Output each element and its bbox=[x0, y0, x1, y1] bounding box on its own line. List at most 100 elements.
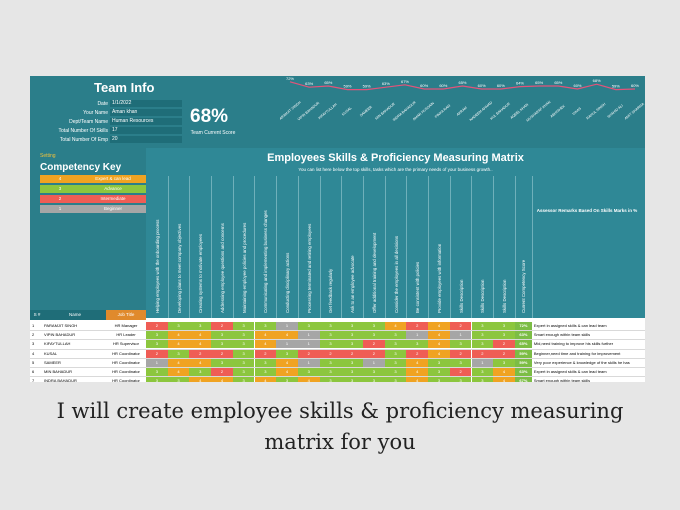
skill-score-cell[interactable]: 3 bbox=[211, 358, 234, 367]
skill-score-cell[interactable]: 3 bbox=[167, 377, 191, 382]
skill-score-cell[interactable]: 3 bbox=[363, 377, 386, 382]
skill-score-cell[interactable]: 4 bbox=[428, 331, 451, 340]
skill-score-cell[interactable]: 1 bbox=[276, 322, 299, 330]
skill-score-cell[interactable]: 2 bbox=[471, 349, 495, 358]
skill-score-cell[interactable]: 2 bbox=[211, 349, 234, 358]
skill-score-cell[interactable]: 3 bbox=[167, 322, 191, 330]
skill-score-cell[interactable]: 2 bbox=[146, 349, 169, 358]
skill-score-cell[interactable]: 3 bbox=[319, 340, 343, 349]
skill-score-cell[interactable]: 3 bbox=[449, 358, 473, 367]
skill-score-cell[interactable]: 3 bbox=[428, 358, 451, 367]
skill-score-cell[interactable]: 4 bbox=[406, 377, 430, 382]
skill-score-cell[interactable]: 3 bbox=[297, 322, 321, 330]
skill-score-cell[interactable]: 3 bbox=[363, 368, 386, 376]
skill-score-cell[interactable]: 3 bbox=[146, 331, 169, 340]
skill-score-cell[interactable]: 4 bbox=[189, 377, 213, 382]
skill-score-cell[interactable]: 2 bbox=[449, 349, 473, 358]
skill-score-cell[interactable]: 2 bbox=[189, 349, 213, 358]
skill-score-cell[interactable]: 3 bbox=[319, 377, 343, 382]
skill-score-cell[interactable]: 3 bbox=[254, 322, 278, 330]
skill-score-cell[interactable]: 2 bbox=[493, 340, 516, 349]
skill-score-cell[interactable]: 3 bbox=[471, 322, 495, 330]
skill-score-cell[interactable]: 4 bbox=[384, 322, 408, 330]
team-info-field-value[interactable]: 17 bbox=[110, 127, 182, 134]
skill-score-cell[interactable]: 3 bbox=[384, 377, 408, 382]
skill-score-cell[interactable]: 2 bbox=[297, 349, 321, 358]
skill-score-cell[interactable]: 3 bbox=[384, 358, 408, 367]
skill-score-cell[interactable]: 2 bbox=[406, 349, 430, 358]
skill-score-cell[interactable]: 3 bbox=[189, 368, 213, 376]
skill-score-cell[interactable]: 3 bbox=[319, 322, 343, 330]
skill-score-cell[interactable]: 3 bbox=[406, 340, 430, 349]
skill-score-cell[interactable]: 1 bbox=[276, 340, 299, 349]
skill-score-cell[interactable]: 3 bbox=[471, 340, 495, 349]
skill-score-cell[interactable]: 3 bbox=[146, 377, 169, 382]
skill-score-cell[interactable]: 4 bbox=[428, 322, 451, 330]
skill-score-cell[interactable]: 3 bbox=[341, 358, 364, 367]
skill-score-cell[interactable]: 3 bbox=[276, 349, 299, 358]
skill-score-cell[interactable]: 3 bbox=[384, 349, 408, 358]
skill-score-cell[interactable]: 4 bbox=[167, 331, 191, 340]
skill-score-cell[interactable]: 4 bbox=[167, 358, 191, 367]
skill-score-cell[interactable]: 4 bbox=[276, 331, 299, 340]
skill-score-cell[interactable]: 3 bbox=[167, 349, 191, 358]
skill-score-cell[interactable]: 4 bbox=[493, 368, 516, 376]
skill-score-cell[interactable]: 4 bbox=[428, 349, 451, 358]
skill-score-cell[interactable]: 4 bbox=[276, 368, 299, 376]
skill-score-cell[interactable]: 4 bbox=[189, 331, 213, 340]
skill-score-cell[interactable]: 3 bbox=[363, 331, 386, 340]
skill-score-cell[interactable]: 3 bbox=[363, 322, 386, 330]
skill-score-cell[interactable]: 3 bbox=[449, 340, 473, 349]
skill-score-cell[interactable]: 4 bbox=[167, 340, 191, 349]
skill-score-cell[interactable]: 1 bbox=[297, 358, 321, 367]
skill-score-cell[interactable]: 3 bbox=[232, 358, 256, 367]
skill-score-cell[interactable]: 3 bbox=[493, 322, 516, 330]
skill-score-cell[interactable]: 3 bbox=[189, 322, 213, 330]
skill-score-cell[interactable]: 4 bbox=[254, 340, 278, 349]
skill-score-cell[interactable]: 4 bbox=[167, 368, 191, 376]
team-info-field-value[interactable]: 20 bbox=[110, 136, 182, 143]
skill-score-cell[interactable]: 1 bbox=[406, 331, 430, 340]
skill-score-cell[interactable]: 4 bbox=[254, 377, 278, 382]
skill-score-cell[interactable]: 3 bbox=[146, 340, 169, 349]
skill-score-cell[interactable]: 2 bbox=[406, 322, 430, 330]
team-info-field-value[interactable]: 1/1/2022 bbox=[110, 100, 182, 107]
skill-score-cell[interactable]: 3 bbox=[341, 322, 364, 330]
skill-score-cell[interactable]: 1 bbox=[471, 358, 495, 367]
skill-score-cell[interactable]: 1 bbox=[297, 340, 321, 349]
skill-score-cell[interactable]: 3 bbox=[276, 377, 299, 382]
skill-score-cell[interactable]: 3 bbox=[384, 331, 408, 340]
skill-score-cell[interactable]: 2 bbox=[319, 349, 343, 358]
skill-score-cell[interactable]: 3 bbox=[341, 340, 364, 349]
skill-score-cell[interactable]: 1 bbox=[297, 331, 321, 340]
skill-score-cell[interactable]: 3 bbox=[319, 358, 343, 367]
skill-score-cell[interactable]: 3 bbox=[471, 331, 495, 340]
skill-score-cell[interactable]: 3 bbox=[493, 358, 516, 367]
skill-score-cell[interactable]: 3 bbox=[319, 368, 343, 376]
skill-score-cell[interactable]: 4 bbox=[297, 377, 321, 382]
skill-score-cell[interactable]: 3 bbox=[232, 377, 256, 382]
skill-score-cell[interactable]: 3 bbox=[297, 368, 321, 376]
skill-score-cell[interactable]: 2 bbox=[363, 349, 386, 358]
skill-score-cell[interactable]: 4 bbox=[189, 358, 213, 367]
skill-score-cell[interactable]: 3 bbox=[384, 368, 408, 376]
skill-score-cell[interactable]: 2 bbox=[493, 349, 516, 358]
skill-score-cell[interactable]: 3 bbox=[232, 368, 256, 376]
skill-score-cell[interactable]: 4 bbox=[276, 358, 299, 367]
skill-score-cell[interactable]: 4 bbox=[189, 340, 213, 349]
skill-score-cell[interactable]: 3 bbox=[471, 377, 495, 382]
skill-score-cell[interactable]: 1 bbox=[449, 331, 473, 340]
skill-score-cell[interactable]: 2 bbox=[449, 368, 473, 376]
skill-score-cell[interactable]: 3 bbox=[428, 377, 451, 382]
skill-score-cell[interactable]: 4 bbox=[493, 377, 516, 382]
skill-score-cell[interactable]: 3 bbox=[211, 331, 234, 340]
skill-score-cell[interactable]: 3 bbox=[384, 340, 408, 349]
skill-score-cell[interactable]: 4 bbox=[211, 377, 234, 382]
skill-score-cell[interactable]: 2 bbox=[146, 322, 169, 330]
skill-score-cell[interactable]: 3 bbox=[232, 349, 256, 358]
skill-score-cell[interactable]: 3 bbox=[254, 358, 278, 367]
skill-score-cell[interactable]: 3 bbox=[341, 331, 364, 340]
skill-score-cell[interactable]: 1 bbox=[146, 358, 169, 367]
skill-score-cell[interactable]: 2 bbox=[341, 349, 364, 358]
skill-score-cell[interactable]: 3 bbox=[232, 322, 256, 330]
